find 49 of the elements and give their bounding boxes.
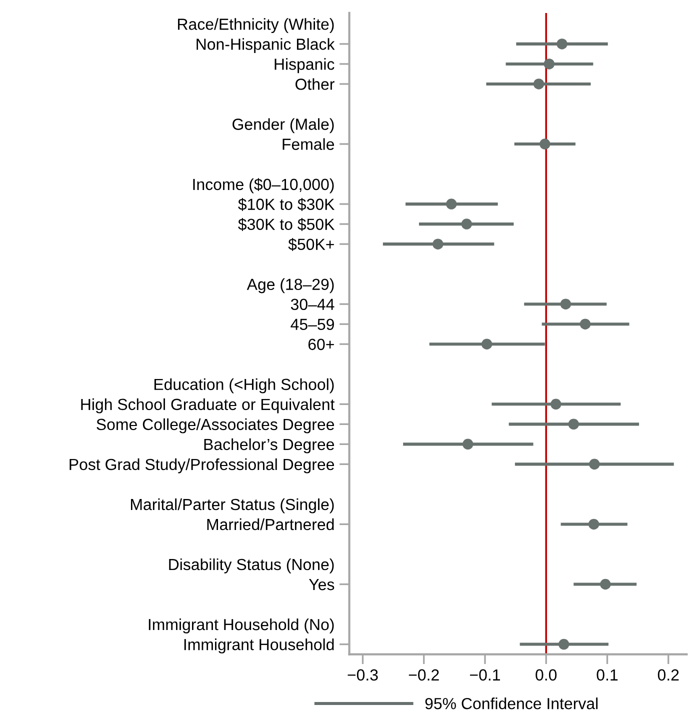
point [568, 418, 579, 430]
x-tick-label: 0.1 [596, 669, 618, 681]
text: 95% Confidence Interval [425, 698, 598, 710]
y-tick-label: Hispanic [274, 58, 334, 74]
x-tick-label: −0.3 [348, 669, 378, 681]
x-tick-label: −0.2 [408, 669, 439, 681]
y-tick-label: Disability Status (None) [169, 558, 334, 574]
point [550, 398, 562, 410]
y-tick-label: Non-Hispanic Black [196, 38, 335, 54]
y-tick-label: $50K+ [288, 238, 334, 251]
y-tick-label: High School Graduate or Equivalent [81, 398, 335, 414]
point [544, 58, 555, 70]
point [462, 438, 474, 450]
x-tick-label: 0.2 [658, 669, 679, 681]
y-tick-label: Marital/Parter Status (Single) [130, 498, 334, 514]
point [558, 638, 570, 650]
point [556, 38, 568, 50]
point [540, 138, 550, 150]
point [446, 198, 457, 210]
point [481, 338, 492, 350]
point [588, 518, 600, 530]
point [560, 298, 572, 310]
y-tick-label: 30–44 [290, 298, 334, 310]
y-tick-label: Immigrant Household (No) [148, 618, 334, 634]
y-tick-label: Some College/Associates Degree [96, 418, 334, 434]
y-tick-label: Education (<High School) [154, 378, 334, 394]
x-tick-label: −0.1 [470, 669, 500, 681]
y-tick-label: Race/Ethnicity (White) [178, 18, 334, 34]
point [580, 318, 591, 330]
x-tick-label: 0.0 [536, 669, 557, 681]
y-tick-label: Female [282, 138, 334, 150]
point [600, 578, 611, 590]
point [432, 238, 444, 250]
y-tick-label: Immigrant Household [184, 638, 334, 654]
y-tick-label: Income ($0–10,000) [193, 178, 334, 194]
y-tick-label: $10K to $30K [238, 198, 335, 211]
point [533, 78, 544, 90]
y-tick-label: Married/Partnered [207, 518, 334, 530]
y-tick-label: 60+ [308, 338, 334, 350]
y-tick-label: 45–59 [290, 318, 334, 330]
y-tick-label: Other [296, 78, 334, 90]
y-tick-label: Gender (Male) [232, 118, 334, 134]
point [589, 458, 600, 470]
y-tick-label: Yes [309, 579, 334, 590]
point [461, 218, 472, 230]
y-tick-label: $30K to $50K [238, 218, 335, 231]
y-tick-label: Post Grad Study/Professional Degree [70, 458, 334, 474]
y-tick-label: Bachelor’s Degree [204, 438, 334, 454]
y-tick-label: Age (18–29) [246, 278, 334, 294]
